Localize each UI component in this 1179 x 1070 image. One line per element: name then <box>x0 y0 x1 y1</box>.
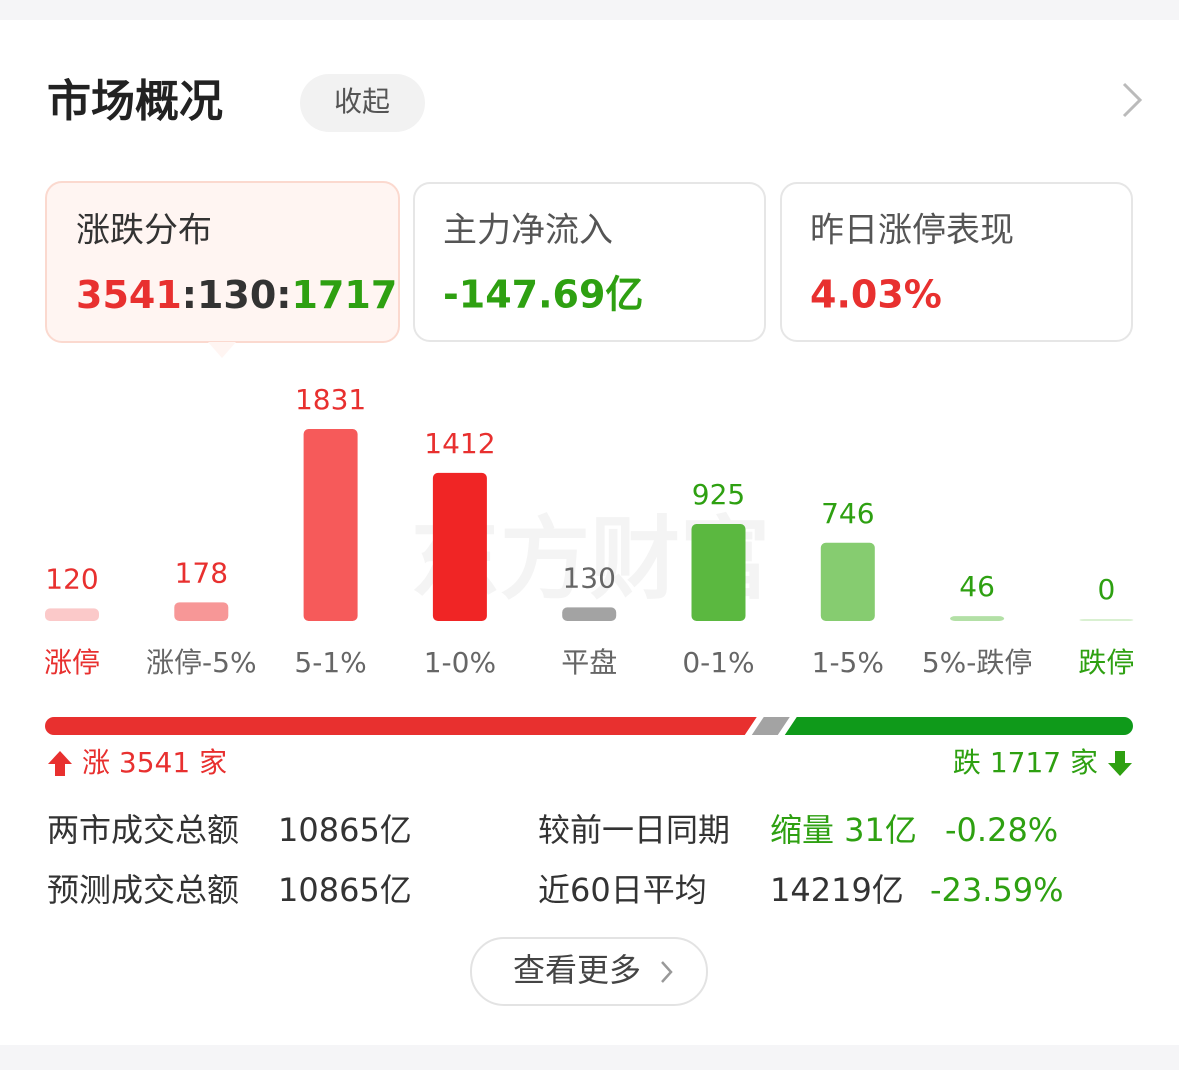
category-label: 涨停-5% <box>146 646 257 679</box>
rise-number: 3541 <box>119 746 190 779</box>
category-label: 平盘 <box>561 646 617 679</box>
collapse-label: 收起 <box>334 85 390 118</box>
stat-value: 10865亿 <box>278 811 412 849</box>
stat-value: 缩量 31亿 <box>770 811 917 849</box>
stat-value: 14219亿 <box>770 871 904 909</box>
card-value: 4.03% <box>810 273 942 317</box>
stat-label: 预测成交总额 <box>47 871 239 909</box>
ratio-bar <box>45 717 1133 735</box>
stats: 两市成交总额 10865亿 较前一日同期 缩量 31亿 -0.28% 预测成交总… <box>47 811 1064 909</box>
bar <box>45 608 99 621</box>
chevron[interactable] <box>1122 82 1143 118</box>
bar <box>562 607 617 621</box>
value-label: 178 <box>175 556 228 589</box>
stat-value: 10865亿 <box>278 871 412 909</box>
rise: 3541 <box>76 273 182 317</box>
up-arrow <box>48 751 72 776</box>
bar <box>1079 619 1134 621</box>
card-bg <box>780 182 1133 342</box>
rise-count: 涨 3541 家 <box>82 746 227 779</box>
value-label: 925 <box>692 478 745 511</box>
card-bg <box>45 181 400 343</box>
category-label: 1-5% <box>812 646 884 679</box>
pointer <box>208 342 236 358</box>
card[interactable]: 涨跌分布 3541:130:1717 <box>45 181 400 358</box>
more-chevron <box>661 961 673 983</box>
bar-chart: 120 涨停 178 涨停-5% 1831 5-1% 1412 1-0% 130 平盘 925 0-1… <box>44 383 1134 679</box>
stat-label: 两市成交总额 <box>47 811 239 849</box>
fall: 1717 <box>292 273 398 317</box>
fall-label: 跌 <box>953 746 981 779</box>
value-label: 1831 <box>295 383 366 416</box>
bar <box>691 524 746 621</box>
more-button[interactable] <box>470 937 708 1006</box>
stat-label: 较前一日同期 <box>538 811 730 849</box>
card[interactable]: 昨日涨停表现 4.03% <box>780 182 1133 342</box>
value-label: 120 <box>45 562 98 595</box>
sep: : <box>276 273 291 317</box>
value-label: 0 <box>1097 573 1115 606</box>
fall-segment <box>784 717 1133 735</box>
bar <box>820 542 875 621</box>
rise-label: 涨 <box>82 746 110 779</box>
category-label: 涨停 <box>44 646 100 679</box>
value-label: 130 <box>562 561 615 594</box>
title: 市场概况 <box>47 76 223 127</box>
card-bg <box>413 182 766 342</box>
unit: 家 <box>1070 746 1098 779</box>
rise-segment <box>45 717 757 735</box>
value-label: 746 <box>821 497 874 530</box>
category-label: 1-0% <box>424 646 496 679</box>
card-title: 主力净流入 <box>443 211 613 251</box>
sep: : <box>182 273 197 317</box>
stat-pct: -0.28% <box>945 811 1058 849</box>
category-label: 跌停 <box>1078 646 1134 679</box>
value-label: 1412 <box>424 427 495 460</box>
stat-label: 近60日平均 <box>538 871 707 909</box>
card-title: 昨日涨停表现 <box>810 211 1014 251</box>
collapse-button[interactable] <box>300 74 425 132</box>
down-arrow <box>1108 751 1132 776</box>
card-value: 3541:130:1717 <box>76 273 397 317</box>
value-label: 46 <box>959 570 995 603</box>
card-value: -147.69亿 <box>443 273 643 317</box>
card[interactable]: 主力净流入 -147.69亿 <box>413 182 766 342</box>
fall-number: 1717 <box>990 746 1061 779</box>
category-label: 0-1% <box>682 646 754 679</box>
bar <box>174 602 229 621</box>
more-label: 查看更多 <box>513 951 641 989</box>
unit: 家 <box>199 746 227 779</box>
category-label: 5-1% <box>294 646 366 679</box>
bar <box>950 616 1005 621</box>
category-label: 5%-跌停 <box>922 646 1033 679</box>
bar <box>303 429 358 621</box>
flat-segment <box>751 717 790 735</box>
bar <box>432 472 487 621</box>
stat-pct: -23.59% <box>930 871 1064 909</box>
card-title: 涨跌分布 <box>76 211 212 251</box>
fall-count: 跌 1717 家 <box>953 746 1098 779</box>
flat: 130 <box>197 273 276 317</box>
